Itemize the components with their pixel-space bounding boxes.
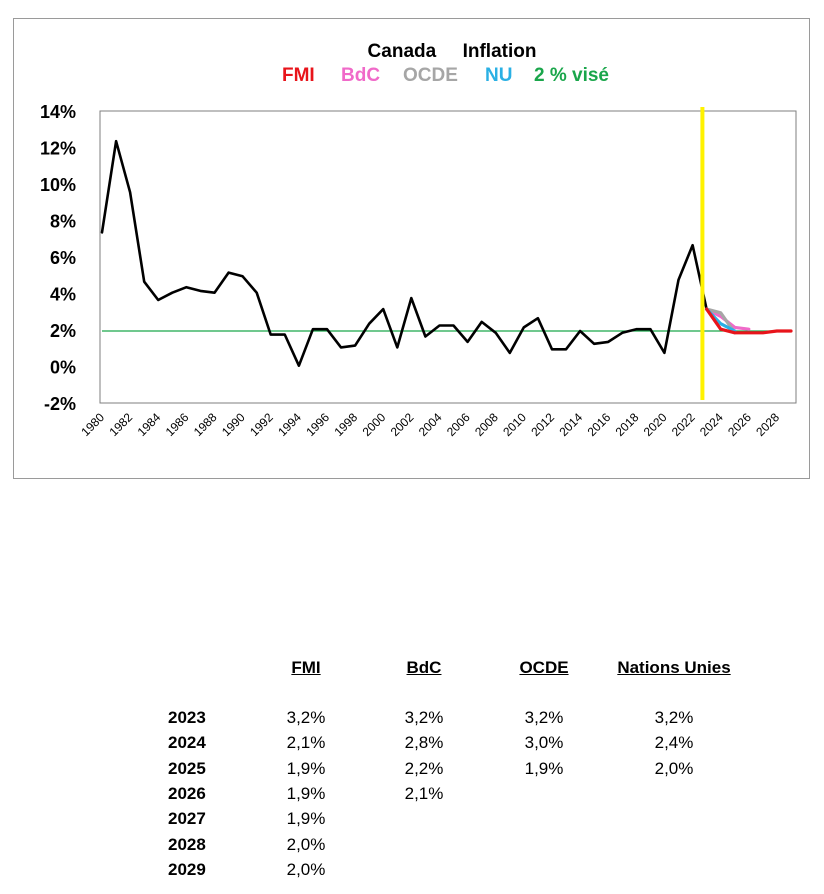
x-tick-label: 1998 — [331, 410, 360, 439]
table-header: BdC — [406, 658, 442, 677]
table-row-year: 2025 — [168, 758, 206, 778]
x-axis: 1980 1982 1984 1986 1988 1990 1992 1994 1996 1998… — [78, 410, 782, 439]
x-tick-label: 2018 — [613, 410, 642, 439]
x-tick-label: 1980 — [78, 410, 107, 439]
table-cell: 1,9% — [286, 758, 326, 778]
table-row-year: 2026 — [168, 783, 206, 803]
table-row-year: 2029 — [168, 859, 206, 879]
table-cell: 3,2% — [286, 708, 326, 727]
table-row-year: 2023 — [168, 708, 206, 727]
x-tick-label: 2020 — [641, 410, 670, 439]
table-cell: 3,0% — [524, 733, 564, 753]
table-cell: 2,1% — [404, 783, 444, 803]
table-cell: 2,8% — [404, 733, 444, 753]
table-cell: 1,9% — [524, 758, 564, 778]
chart-legend: FMI BdC OCDE NU 2 % visé — [282, 65, 609, 86]
table-cell: 2,1% — [286, 733, 326, 753]
plot-area — [99, 110, 797, 404]
legend-item-nu: NU — [485, 65, 512, 86]
x-tick-label: 2010 — [500, 410, 529, 439]
x-tick-label: 2026 — [725, 410, 754, 439]
legend-item-2-vis: 2 % visé — [534, 65, 609, 86]
y-tick-label: 6% — [50, 248, 76, 268]
series-layer — [100, 139, 793, 368]
x-tick-label: 2000 — [360, 410, 389, 439]
table-cell: 3,2% — [524, 708, 564, 727]
chart-area: Canada Inflation FMI BdC OCDE NU 2 % visé 14… — [13, 18, 810, 479]
legend-item-fmi: FMI — [282, 65, 315, 86]
table-cell: 3,2% — [404, 708, 444, 727]
table-cell: 1,9% — [286, 783, 326, 803]
table-cell: 3,2% — [654, 708, 694, 727]
series-line-ocde — [704, 307, 737, 335]
table-row-year: 2024 — [168, 733, 206, 753]
y-tick-label: 10% — [40, 175, 76, 195]
table-cell: 2,4% — [654, 733, 694, 753]
table-header: OCDE — [519, 658, 569, 677]
x-tick-label: 2008 — [472, 410, 501, 439]
y-tick-label: 0% — [50, 358, 76, 378]
x-tick-label: 1996 — [303, 410, 332, 439]
x-tick-label: 2024 — [697, 410, 726, 439]
inflation-chart: Canada Inflation FMI BdC OCDE NU 2 % visé 14… — [40, 41, 797, 439]
x-tick-label: 1992 — [247, 410, 276, 439]
y-axis: 14% 12% 10% 8% 6% 4% 2% 0% -2% — [40, 102, 76, 414]
x-tick-label: 1988 — [191, 410, 220, 439]
legend-item-bdc: BdC — [341, 65, 380, 86]
chart-title: Canada Inflation — [368, 41, 537, 62]
x-tick-label: 1986 — [163, 410, 192, 439]
x-tick-label: 2014 — [556, 410, 585, 439]
x-tick-label: 1994 — [275, 410, 304, 439]
x-tick-label: 2016 — [585, 410, 614, 439]
x-tick-label: 2022 — [669, 410, 698, 439]
y-tick-label: 8% — [50, 212, 76, 232]
x-tick-label: 2004 — [416, 410, 445, 439]
series-line-fmi — [704, 307, 793, 335]
x-tick-label: 1982 — [106, 410, 135, 439]
legend-item-ocde: OCDE — [403, 65, 458, 86]
series-line-canada — [100, 139, 708, 368]
x-tick-label: 2028 — [753, 410, 782, 439]
table-cell: 2,2% — [404, 758, 444, 778]
table-row-year: 2028 — [168, 834, 206, 854]
table-cell: 1,9% — [286, 809, 326, 829]
y-tick-label: 2% — [50, 321, 76, 341]
x-tick-label: 2006 — [444, 410, 473, 439]
table-header: FMI — [291, 658, 321, 677]
y-tick-label: 12% — [40, 139, 76, 159]
x-tick-label: 2002 — [388, 410, 417, 439]
table-header: Nations Unies — [617, 658, 731, 677]
table-cell: 2,0% — [286, 834, 326, 854]
y-tick-label: 4% — [50, 285, 76, 305]
x-tick-label: 1990 — [219, 410, 248, 439]
table-row-year: 2027 — [168, 809, 206, 829]
y-tick-label: -2% — [44, 394, 76, 414]
y-tick-label: 14% — [40, 102, 76, 122]
table-cell: 2,0% — [654, 758, 694, 778]
x-tick-label: 2012 — [528, 410, 557, 439]
x-tick-label: 1984 — [135, 410, 164, 439]
table-cell: 2,0% — [286, 859, 326, 879]
